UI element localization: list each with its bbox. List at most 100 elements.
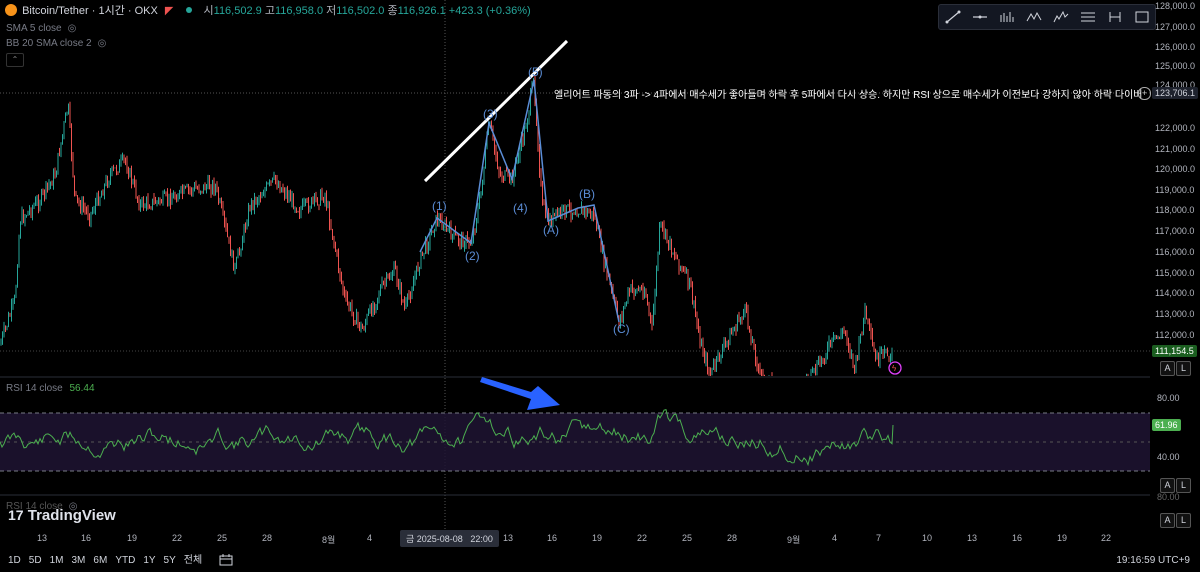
eye-icon[interactable]: ◎: [97, 38, 107, 49]
elliott-wave-path: [419, 79, 620, 323]
wave-label-b: (B): [579, 187, 595, 201]
low-label: 저: [326, 5, 337, 17]
collapse-indicators-button[interactable]: ⌃: [6, 53, 24, 67]
rsi-tick-80-2: 80.00: [1157, 492, 1180, 502]
price-tick: 118,000.0: [1155, 205, 1195, 215]
price-tick: 125,000.0: [1155, 61, 1196, 71]
price-tick: 116,000.0: [1155, 247, 1195, 257]
rsi-label: RSI 14 close: [6, 383, 63, 394]
log-scale-button[interactable]: L: [1176, 513, 1191, 528]
period-button[interactable]: 6M: [93, 555, 108, 566]
period-button[interactable]: 5D: [28, 555, 42, 566]
fib-icon[interactable]: [1078, 8, 1098, 26]
eye-icon[interactable]: ◎: [68, 501, 78, 512]
time-tick: 25: [682, 533, 693, 543]
trendline-icon[interactable]: [943, 8, 963, 26]
price-tick: 127,000.0: [1155, 22, 1196, 32]
auto-scale-button[interactable]: A: [1160, 478, 1175, 493]
price-axis[interactable]: 128,000.0 127,000.0 126,000.0 125,000.0 …: [1155, 0, 1200, 380]
sma-indicator[interactable]: SMA 5 close ◎: [6, 22, 76, 36]
period-button[interactable]: 3M: [71, 555, 86, 566]
chart-area[interactable]: (1) (2) (3) (4) (5) (A) (B) (C) ϟ: [0, 0, 1150, 550]
high-value: 116,958.0: [274, 5, 324, 17]
time-tick: 16: [547, 533, 558, 543]
rsi-indicator-2[interactable]: RSI 14 close ◎: [6, 500, 77, 514]
period-button[interactable]: 5Y: [163, 555, 176, 566]
time-tick: 19: [1057, 533, 1068, 543]
bb-indicator[interactable]: BB 20 SMA close 2 ◎: [6, 37, 106, 51]
exchange-flag-icon: ◤: [164, 5, 174, 17]
rsi-tick-80: 80.00: [1157, 393, 1180, 403]
high-label: 고: [264, 5, 275, 17]
tradingview-logo[interactable]: 17 TradingView: [8, 507, 116, 524]
horizontal-line-icon[interactable]: [970, 8, 990, 26]
range-icon[interactable]: [1105, 8, 1125, 26]
rectangle-icon[interactable]: [1132, 8, 1152, 26]
current-price-tag: 111,154.5: [1152, 345, 1197, 357]
price-tick: 126,000.0: [1155, 42, 1196, 52]
eye-icon[interactable]: ◎: [67, 23, 77, 34]
time-tick: 4: [367, 533, 373, 543]
logo-text: TradingView: [27, 507, 116, 524]
time-tick: 22: [172, 533, 183, 543]
bitcoin-icon: [5, 4, 17, 16]
time-tick: 28: [262, 533, 273, 543]
price-tick: 121,000.0: [1155, 144, 1196, 154]
price-tick: 117,000.0: [1155, 226, 1195, 236]
period-button[interactable]: YTD: [115, 555, 136, 566]
market-status-icon: [186, 7, 193, 13]
price-tick: 113,000.0: [1155, 309, 1195, 319]
wave-label-1: (1): [432, 199, 447, 213]
close-label: 종: [387, 5, 398, 17]
price-tick: 112,000.0: [1155, 330, 1195, 340]
drawing-toolbar: [938, 4, 1156, 30]
period-button[interactable]: 1D: [8, 555, 21, 566]
wave-label-3: (3): [483, 107, 498, 121]
time-tick: 10: [922, 533, 933, 543]
auto-scale-button[interactable]: A: [1160, 361, 1175, 376]
svg-text:ϟ: ϟ: [892, 364, 897, 373]
price-tick: 120,000.0: [1155, 164, 1196, 174]
time-tick: 28: [727, 533, 738, 543]
time-tick: 16: [1012, 533, 1023, 543]
time-tick: 4: [832, 533, 838, 543]
wave-label-4: (4): [513, 201, 528, 215]
symbol-title[interactable]: Bitcoin/Tether · 1시간 · OKX: [22, 5, 158, 17]
time-tick: 13: [503, 533, 514, 543]
period-button[interactable]: 1Y: [143, 555, 156, 566]
symbol-header: Bitcoin/Tether · 1시간 · OKX ◤ 시116,502.9 …: [0, 0, 930, 22]
open-value: 116,502.9: [213, 5, 262, 17]
time-tick: 13: [967, 533, 978, 543]
auto-scale-button[interactable]: A: [1160, 513, 1175, 528]
wave-label-2: (2): [465, 249, 480, 263]
rsi-line: [0, 408, 894, 467]
price-tick: 114,000.0: [1155, 288, 1195, 298]
period-button[interactable]: 1M: [49, 555, 64, 566]
time-tick: 9월: [787, 535, 801, 545]
elliott-wave-icon[interactable]: [1051, 8, 1071, 26]
rsi-label-2: RSI 14 close: [6, 501, 63, 512]
period-button[interactable]: 전체: [183, 555, 203, 566]
add-icon[interactable]: +: [1138, 87, 1151, 100]
wave-label-a: (A): [543, 223, 559, 237]
price-tick: 119,000.0: [1155, 185, 1195, 195]
price-tick: 122,000.0: [1155, 123, 1196, 133]
date-range-icon[interactable]: [219, 550, 233, 572]
time-tick: 8월: [322, 535, 336, 545]
divergence-arrow: [480, 377, 560, 410]
alert-icon: [888, 361, 902, 375]
price-tick: 128,000.0: [1155, 1, 1196, 11]
rsi-tick-40: 40.00: [1157, 452, 1180, 462]
log-scale-button[interactable]: L: [1176, 361, 1191, 376]
log-scale-button[interactable]: L: [1176, 478, 1191, 493]
close-value: 116,926.1: [397, 5, 446, 17]
period-selector: 1D 5D 1M 3M 6M YTD 1Y 5Y 전체: [0, 555, 202, 566]
bars-pattern-icon[interactable]: [997, 8, 1017, 26]
pattern-icon[interactable]: [1024, 8, 1044, 26]
time-tick: 16: [81, 533, 92, 543]
rsi-indicator[interactable]: RSI 14 close 56.44: [6, 382, 95, 396]
clock[interactable]: 19:16:59 UTC+9: [1116, 555, 1190, 566]
elliott-annotation-text[interactable]: 엘리어트 파동의 3파 -> 4파에서 매수세가 좋아들며 하락 후 5파에서 …: [554, 90, 1142, 101]
price-candles: [0, 74, 893, 376]
change-value: +423.3 (+0.36%): [448, 5, 531, 17]
